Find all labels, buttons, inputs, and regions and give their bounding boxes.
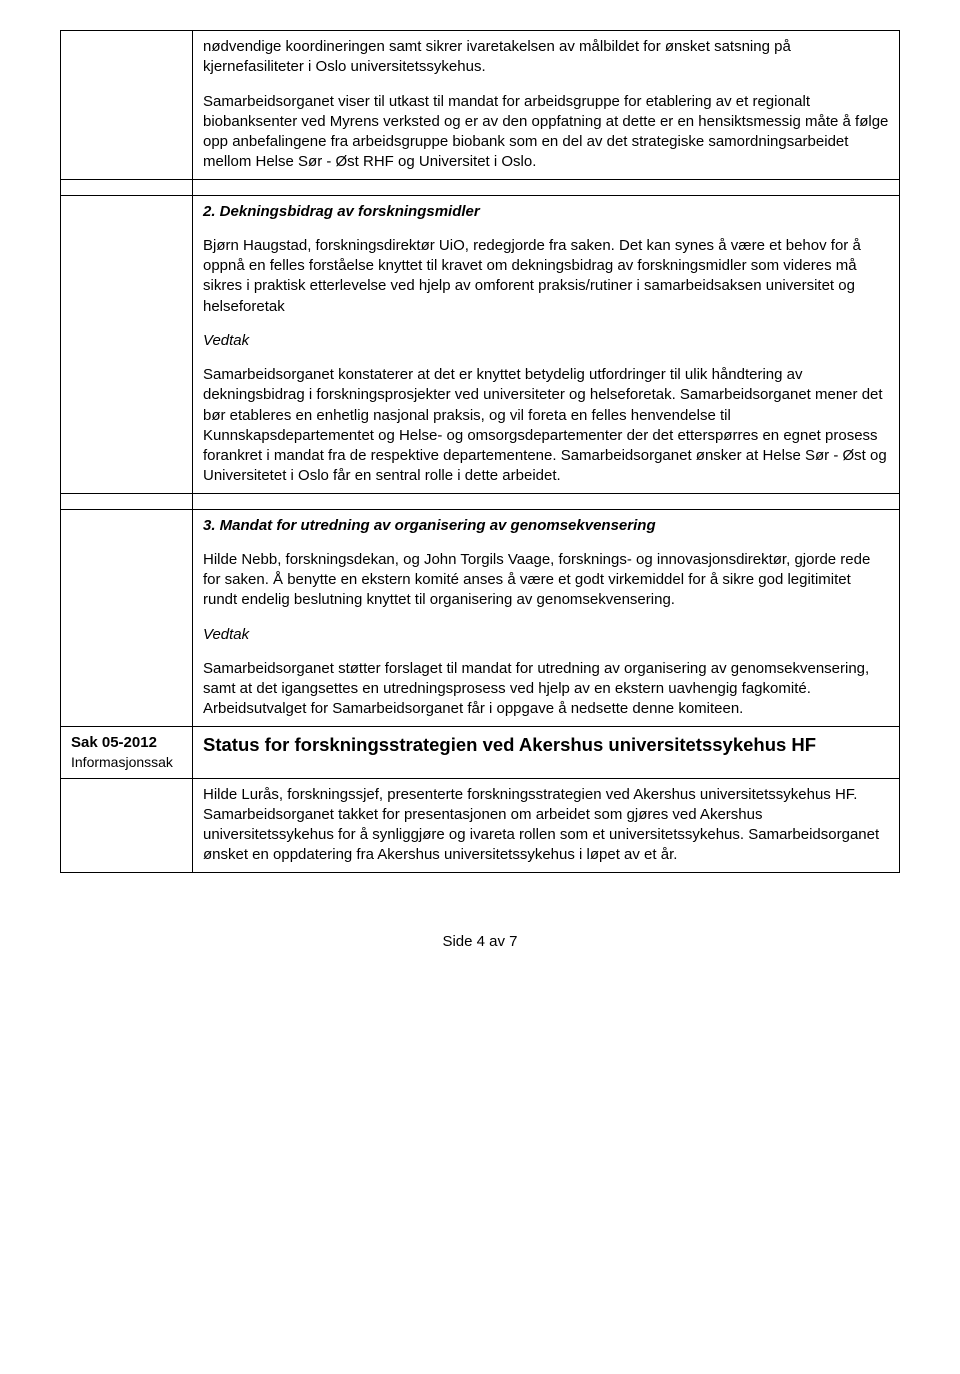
row4-p1: Hilde Lurås, forskningssjef, presenterte… (203, 785, 889, 866)
row1-p2: Samarbeidsorganet viser til utkast til m… (203, 92, 889, 173)
spacer-right-2 (193, 493, 900, 509)
spacer-left-1 (61, 179, 193, 195)
row2-content: 2. Dekningsbidrag av forskningsmidler Bj… (193, 195, 900, 493)
row1-content: nødvendige koordineringen samt sikrer iv… (193, 31, 900, 180)
row4-left: Sak 05-2012 Informasjonssak (61, 726, 193, 778)
row1-left (61, 31, 193, 180)
spacer-right-1 (193, 179, 900, 195)
page-footer: Side 4 av 7 (60, 933, 900, 950)
row2-p1: Bjørn Haugstad, forskningsdirektør UiO, … (203, 236, 889, 317)
row3-p2: Samarbeidsorganet støtter forslaget til … (203, 659, 889, 720)
row2-left (61, 195, 193, 493)
row3-p1: Hilde Nebb, forskningsdekan, og John Tor… (203, 550, 889, 611)
row4b-content: Hilde Lurås, forskningssjef, presenterte… (193, 778, 900, 872)
document-table: nødvendige koordineringen samt sikrer iv… (60, 30, 900, 873)
row3-left (61, 509, 193, 726)
sak-sub: Informasjonssak (71, 753, 182, 772)
row3-content: 3. Mandat for utredning av organisering … (193, 509, 900, 726)
row2-p2: Samarbeidsorganet konstaterer at det er … (203, 365, 889, 487)
row2-heading: 2. Dekningsbidrag av forskningsmidler (203, 202, 889, 222)
row3-vedtak-label: Vedtak (203, 625, 889, 645)
sak-label: Sak 05-2012 (71, 733, 182, 753)
row3-heading: 3. Mandat for utredning av organisering … (203, 516, 889, 536)
row1-p1: nødvendige koordineringen samt sikrer iv… (203, 37, 889, 78)
row4-heading: Status for forskningsstrategien ved Aker… (203, 734, 816, 755)
spacer-left-2 (61, 493, 193, 509)
row2-vedtak-label: Vedtak (203, 331, 889, 351)
row4b-left (61, 778, 193, 872)
row4-heading-cell: Status for forskningsstrategien ved Aker… (193, 726, 900, 778)
